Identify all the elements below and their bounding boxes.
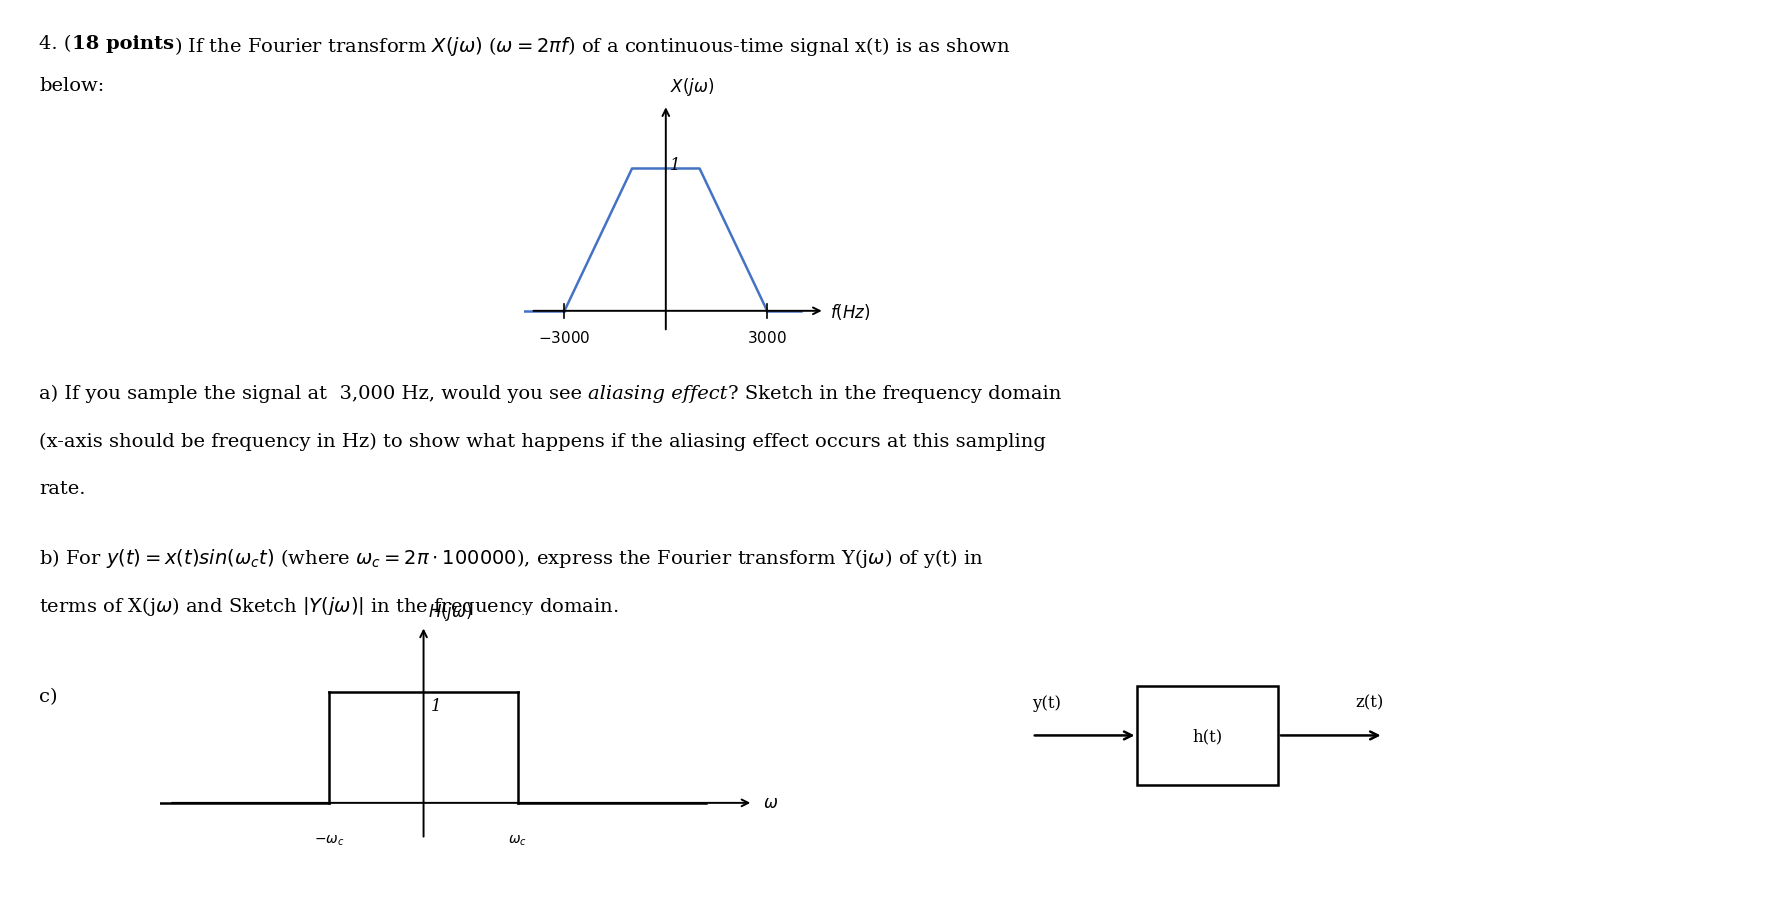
Text: 18 points: 18 points [71, 35, 174, 53]
Text: 4. (: 4. ( [39, 35, 71, 53]
Text: a) If you sample the signal at  3,000 Hz, would you see: a) If you sample the signal at 3,000 Hz,… [39, 384, 588, 403]
Text: 1: 1 [432, 697, 442, 714]
Text: $3000$: $3000$ [748, 330, 787, 346]
Text: $f(Hz)$: $f(Hz)$ [829, 302, 870, 322]
Bar [1137, 686, 1279, 785]
Text: ? Sketch in the frequency domain: ? Sketch in the frequency domain [728, 384, 1062, 403]
Text: aliasing effect: aliasing effect [588, 384, 728, 403]
Text: $\omega$: $\omega$ [762, 794, 778, 812]
Text: 1: 1 [670, 157, 680, 173]
Text: y(t): y(t) [1032, 694, 1060, 711]
Text: $-3000$: $-3000$ [538, 330, 591, 346]
Text: a) If you sample the signal at  3,000 Hz, would you see: a) If you sample the signal at 3,000 Hz,… [39, 384, 588, 403]
Text: $X(j\omega)$: $X(j\omega)$ [670, 77, 714, 98]
Text: h(t): h(t) [1192, 727, 1224, 744]
Text: rate.: rate. [39, 479, 85, 497]
Text: b) For $y(t) = x(t)sin(\omega_c t)$ (where $\omega_c = 2\pi \cdot 100000$), expr: b) For $y(t) = x(t)sin(\omega_c t)$ (whe… [39, 547, 984, 569]
Text: $-\omega_c$: $-\omega_c$ [314, 833, 345, 847]
Text: $\omega_c$: $\omega_c$ [508, 833, 527, 847]
Text: c): c) [39, 688, 57, 706]
Text: (x-axis should be frequency in Hz) to show what happens if the aliasing effect o: (x-axis should be frequency in Hz) to sh… [39, 432, 1046, 450]
Text: ? Sketch in the frequency domain: ? Sketch in the frequency domain [728, 384, 1062, 403]
Text: 4. (: 4. ( [39, 35, 71, 53]
Text: z(t): z(t) [1355, 694, 1384, 711]
Text: below:: below: [39, 77, 105, 95]
Text: 18 points: 18 points [71, 35, 174, 53]
Text: terms of X(j$\omega$) and Sketch $|Y(j\omega)|$ in the frequency domain.: terms of X(j$\omega$) and Sketch $|Y(j\o… [39, 594, 618, 617]
Text: ) If the Fourier transform $X(j\omega)$ ($\omega = 2\pi f$) of a continuous-time: ) If the Fourier transform $X(j\omega)$ … [174, 35, 1011, 57]
Text: aliasing effect: aliasing effect [588, 384, 728, 403]
Text: ) If the Fourier transform $X(j\omega)$ ($\omega = 2\pi f$) of a continuous-time: ) If the Fourier transform $X(j\omega)$ … [174, 35, 1011, 57]
Text: $H(j\omega)$: $H(j\omega)$ [428, 600, 472, 623]
